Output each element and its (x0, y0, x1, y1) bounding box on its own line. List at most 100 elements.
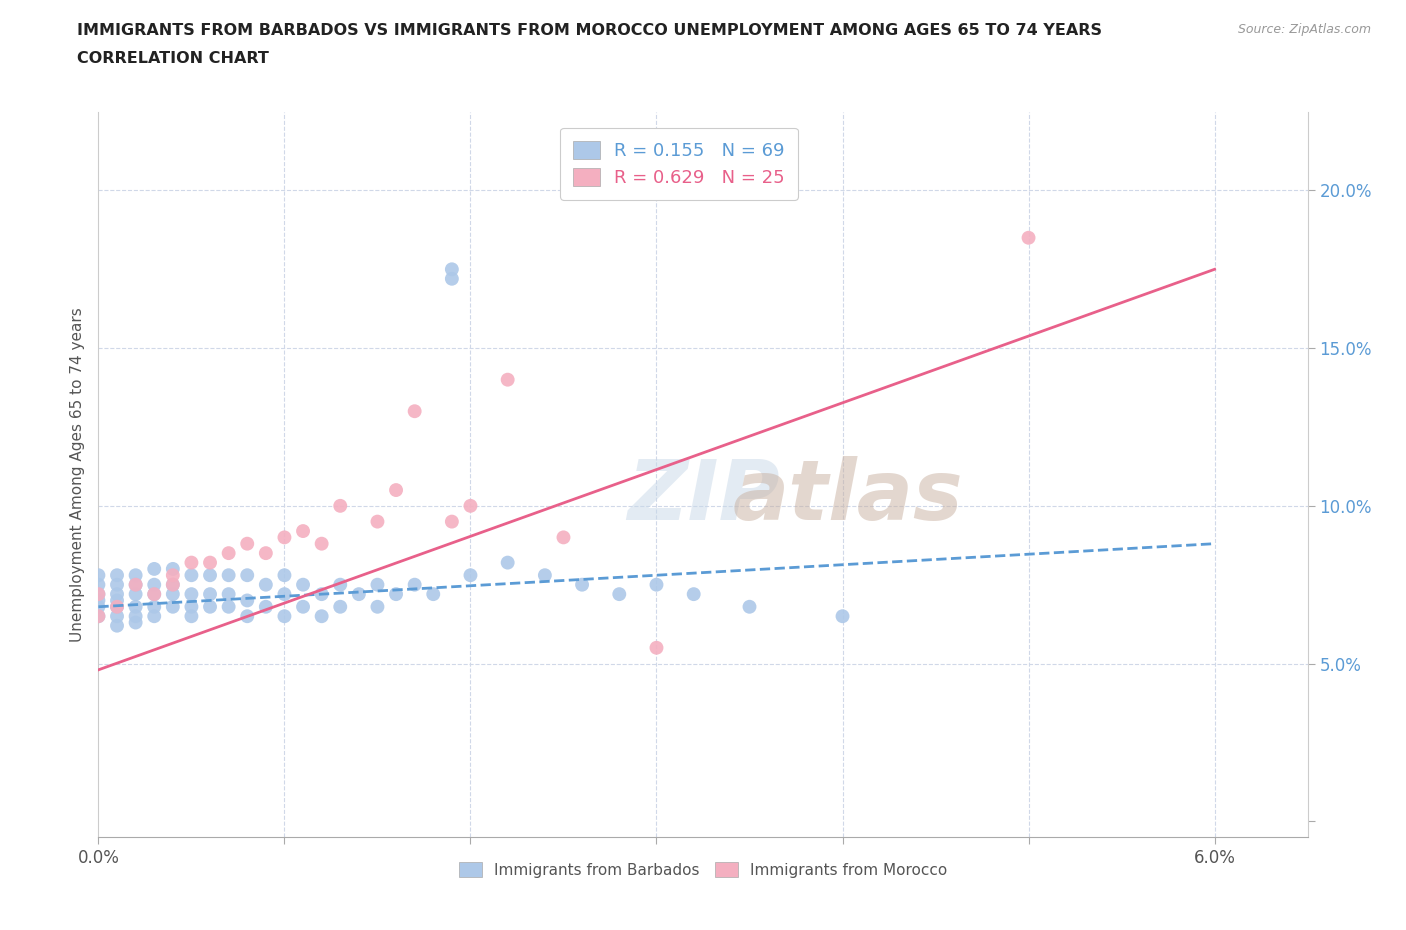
Point (385, 483, 408, 498)
Point (180, 587, 202, 602)
Point (87, 568, 110, 583)
Point (162, 578, 184, 592)
Point (440, 272, 463, 286)
Point (831, 609, 853, 624)
Point (571, 578, 593, 592)
Point (311, 537, 333, 551)
Point (218, 599, 240, 614)
Point (105, 618, 128, 633)
Point (366, 599, 388, 614)
Point (124, 615, 146, 630)
Point (329, 498, 352, 513)
Point (162, 599, 184, 614)
Point (496, 372, 519, 387)
Point (198, 568, 221, 583)
Point (273, 568, 295, 583)
Point (162, 578, 184, 592)
Text: ZIP: ZIP (627, 456, 779, 537)
Point (87, 587, 110, 602)
Point (143, 562, 166, 577)
Point (198, 555, 221, 570)
Point (460, 498, 482, 513)
Point (385, 587, 408, 602)
Point (366, 578, 388, 592)
Point (87, 578, 110, 592)
Point (311, 587, 333, 602)
Point (292, 599, 315, 614)
Point (87, 599, 110, 614)
Point (440, 262, 463, 277)
Text: CORRELATION CHART: CORRELATION CHART (77, 51, 269, 66)
Point (607, 587, 630, 602)
Point (143, 599, 166, 614)
Point (180, 555, 202, 570)
Point (124, 587, 146, 602)
Point (273, 587, 295, 602)
Point (236, 609, 259, 624)
Point (198, 587, 221, 602)
Point (87, 587, 110, 602)
Point (236, 537, 259, 551)
Point (366, 514, 388, 529)
Point (143, 609, 166, 624)
Point (292, 524, 315, 538)
Point (440, 514, 463, 529)
Point (218, 568, 240, 583)
Point (645, 578, 668, 592)
Point (1018, 231, 1040, 246)
Point (553, 530, 575, 545)
Point (404, 578, 426, 592)
Point (105, 593, 128, 608)
Y-axis label: Unemployment Among Ages 65 to 74 years: Unemployment Among Ages 65 to 74 years (69, 307, 84, 642)
Point (162, 587, 184, 602)
Point (105, 587, 128, 602)
Point (124, 599, 146, 614)
Point (143, 578, 166, 592)
Point (218, 587, 240, 602)
Text: Source: ZipAtlas.com: Source: ZipAtlas.com (1237, 23, 1371, 36)
Point (87, 593, 110, 608)
Point (236, 593, 259, 608)
Point (180, 568, 202, 583)
Point (254, 546, 277, 561)
Point (311, 609, 333, 624)
Point (105, 609, 128, 624)
Legend: Immigrants from Barbados, Immigrants from Morocco: Immigrants from Barbados, Immigrants fro… (453, 856, 953, 884)
Point (460, 568, 482, 583)
Point (645, 641, 668, 656)
Text: IMMIGRANTS FROM BARBADOS VS IMMIGRANTS FROM MOROCCO UNEMPLOYMENT AMONG AGES 65 T: IMMIGRANTS FROM BARBADOS VS IMMIGRANTS F… (77, 23, 1102, 38)
Point (236, 568, 259, 583)
Point (87, 609, 110, 624)
Point (254, 578, 277, 592)
Point (105, 568, 128, 583)
Point (162, 568, 184, 583)
Point (105, 599, 128, 614)
Point (496, 555, 519, 570)
Point (218, 546, 240, 561)
Point (180, 609, 202, 624)
Point (347, 587, 370, 602)
Point (87, 609, 110, 624)
Point (422, 587, 444, 602)
Point (292, 578, 315, 592)
Text: atlas: atlas (733, 456, 963, 537)
Point (124, 609, 146, 624)
Point (254, 599, 277, 614)
Point (143, 587, 166, 602)
Point (198, 599, 221, 614)
Point (738, 599, 761, 614)
Point (105, 578, 128, 592)
Point (124, 578, 146, 592)
Point (124, 568, 146, 583)
Point (329, 578, 352, 592)
Point (682, 587, 704, 602)
Point (329, 599, 352, 614)
Point (143, 587, 166, 602)
Point (534, 568, 557, 583)
Point (162, 562, 184, 577)
Point (105, 599, 128, 614)
Point (180, 599, 202, 614)
Point (273, 609, 295, 624)
Point (273, 530, 295, 545)
Point (404, 404, 426, 418)
